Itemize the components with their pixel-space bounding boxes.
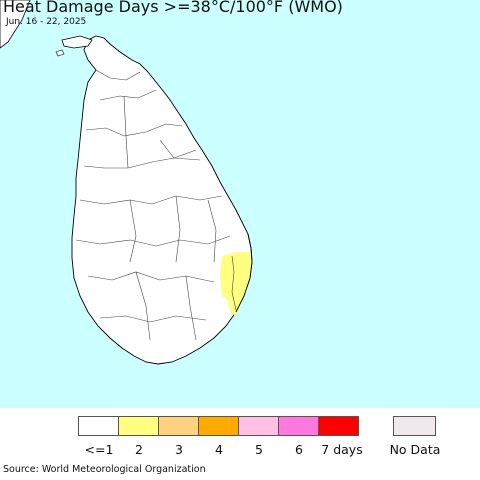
legend-label-4: 4 (215, 442, 223, 457)
sri-lanka-map (0, 0, 480, 408)
jaffna-peninsula (61, 35, 93, 49)
legend-label-3: 3 (175, 442, 183, 457)
legend-label-7: 7 days (321, 442, 363, 457)
yellow-zone-boundary (231, 255, 237, 311)
legend-label-5: 5 (255, 442, 263, 457)
coast-overlay (235, 233, 253, 313)
date-range: Jun. 16 - 22, 2025 (6, 17, 87, 27)
island-small (55, 49, 65, 57)
legend-label-no-data: No Data (389, 442, 441, 457)
heat-zone-2-days (220, 252, 252, 316)
legend-swatch-no-data (393, 416, 436, 436)
legend-swatch-7 (318, 416, 359, 436)
legend-swatch-4 (198, 416, 239, 436)
legend-label-le1: <=1 (84, 442, 114, 457)
district-boundaries (75, 69, 231, 341)
legend-swatch-2 (118, 416, 159, 436)
legend-swatch-5 (238, 416, 279, 436)
legend-label-6: 6 (295, 442, 303, 457)
source-credit: Source: World Meteorological Organizatio… (3, 464, 206, 475)
legend-swatch-6 (278, 416, 319, 436)
map-title: Heat Damage Days >=38°C/100°F (WMO) (3, 0, 343, 16)
legend-swatch-le1 (78, 416, 119, 436)
ocean (0, 0, 480, 408)
sri-lanka-outline (71, 35, 253, 365)
legend-label-2: 2 (135, 442, 143, 457)
legend-swatch-3 (158, 416, 199, 436)
india-landmass (0, 0, 31, 49)
